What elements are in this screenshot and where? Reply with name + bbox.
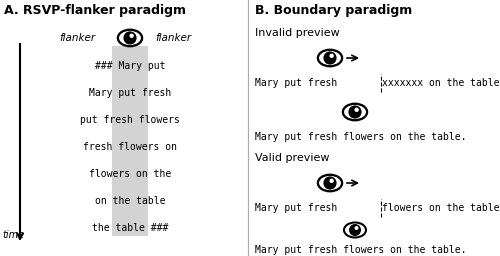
Circle shape <box>330 179 334 183</box>
Circle shape <box>324 51 336 65</box>
Text: Invalid preview: Invalid preview <box>255 28 340 38</box>
Text: the table ###: the table ### <box>92 223 168 233</box>
Ellipse shape <box>344 222 366 238</box>
Circle shape <box>349 224 361 236</box>
Circle shape <box>124 31 136 45</box>
Text: A. RSVP-flanker paradigm: A. RSVP-flanker paradigm <box>4 4 186 17</box>
Text: Valid preview: Valid preview <box>255 153 330 163</box>
Text: Mary put fresh flowers on the table.: Mary put fresh flowers on the table. <box>255 245 466 255</box>
Bar <box>112 46 148 236</box>
Text: flowers on the: flowers on the <box>89 169 171 179</box>
Ellipse shape <box>118 30 142 46</box>
Text: Mary put fresh: Mary put fresh <box>89 88 171 98</box>
Text: Mary put fresh: Mary put fresh <box>255 78 337 88</box>
Text: on the table: on the table <box>95 196 165 206</box>
Text: fresh flowers on: fresh flowers on <box>83 142 177 152</box>
Circle shape <box>130 34 134 38</box>
Circle shape <box>354 226 358 230</box>
Text: Mary put fresh: Mary put fresh <box>255 203 337 213</box>
Text: xxxxxxx on the table.: xxxxxxx on the table. <box>382 78 500 88</box>
Text: flanker: flanker <box>59 33 95 43</box>
Text: time: time <box>2 230 24 240</box>
Circle shape <box>324 176 336 190</box>
Text: Mary put fresh flowers on the table.: Mary put fresh flowers on the table. <box>255 132 466 142</box>
Circle shape <box>330 54 334 58</box>
Text: ### Mary put: ### Mary put <box>95 61 165 71</box>
Text: flanker: flanker <box>155 33 191 43</box>
Ellipse shape <box>318 50 342 66</box>
Circle shape <box>348 105 362 119</box>
Text: put fresh flowers: put fresh flowers <box>80 115 180 125</box>
Circle shape <box>354 108 359 112</box>
Text: flowers on the table.: flowers on the table. <box>382 203 500 213</box>
Text: B. Boundary paradigm: B. Boundary paradigm <box>255 4 412 17</box>
Ellipse shape <box>343 104 367 120</box>
Ellipse shape <box>318 175 342 191</box>
